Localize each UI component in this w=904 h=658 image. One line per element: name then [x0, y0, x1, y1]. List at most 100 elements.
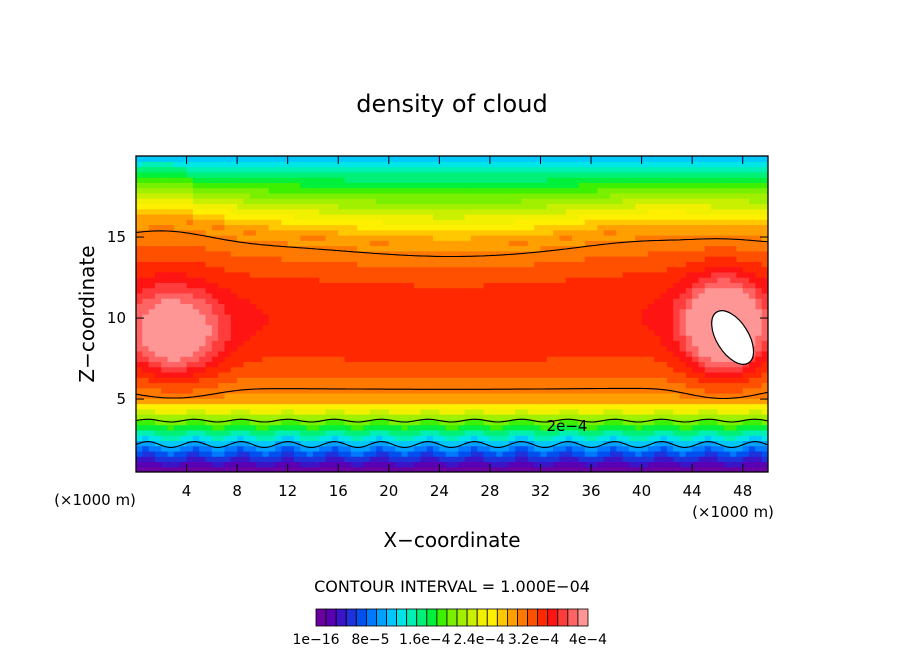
heatmap-cell [572, 314, 579, 320]
heatmap-cell [180, 319, 188, 326]
heatmap-cell [597, 335, 605, 341]
heatmap-cell [369, 203, 377, 210]
heatmap-cell [300, 187, 308, 194]
heatmap-cell [464, 271, 472, 278]
heatmap-cell [154, 435, 162, 441]
heatmap-cell [205, 319, 213, 326]
heatmap-cell [433, 208, 440, 215]
heatmap-cell [167, 403, 175, 410]
heatmap-cell [584, 329, 592, 336]
heatmap-cell [249, 435, 257, 441]
heatmap-cell [199, 240, 207, 247]
heatmap-cell [452, 440, 459, 447]
heatmap-cell [363, 177, 371, 183]
heatmap-cell [641, 256, 649, 262]
heatmap-cell [369, 182, 377, 189]
heatmap-cell [622, 240, 630, 247]
heatmap-cell [546, 177, 554, 183]
heatmap-cell [395, 203, 403, 210]
heatmap-cell [388, 424, 396, 431]
heatmap-cell [508, 261, 516, 268]
heatmap-cell [350, 435, 358, 441]
heatmap-cell [414, 261, 421, 268]
heatmap-cell [249, 256, 257, 262]
heatmap-cell [565, 461, 573, 468]
heatmap-cell [363, 429, 371, 436]
heatmap-cell [616, 424, 624, 431]
heatmap-cell [357, 366, 365, 373]
heatmap-cell [496, 277, 504, 283]
heatmap-cell [426, 219, 434, 226]
heatmap-cell [173, 245, 181, 252]
heatmap-cell [369, 419, 377, 426]
heatmap-cell [275, 156, 282, 162]
heatmap-cell [186, 314, 194, 320]
heatmap-cell [136, 292, 143, 299]
heatmap-cell [167, 261, 175, 268]
heatmap-cell [521, 461, 529, 468]
heatmap-cell [300, 213, 308, 220]
heatmap-cell [281, 235, 289, 241]
heatmap-cell [591, 198, 598, 204]
heatmap-cell [439, 329, 447, 336]
heatmap-cell [565, 419, 573, 426]
heatmap-cell [578, 329, 586, 336]
heatmap-cell [344, 303, 352, 310]
heatmap-cell [312, 461, 320, 468]
heatmap-cell [325, 393, 333, 399]
heatmap-cell [395, 319, 403, 326]
heatmap-cell [363, 203, 371, 210]
heatmap-cell [161, 350, 169, 357]
heatmap-cell [319, 435, 327, 441]
heatmap-cell [628, 324, 636, 331]
heatmap-cell [496, 371, 504, 378]
heatmap-cell [616, 335, 624, 341]
heatmap-cell [256, 366, 263, 373]
heatmap-cell [167, 240, 175, 247]
heatmap-cell [224, 361, 232, 368]
heatmap-cell [148, 350, 156, 357]
heatmap-cell [300, 429, 308, 436]
heatmap-cell [527, 466, 535, 472]
heatmap-cell [287, 450, 295, 457]
heatmap-cell [161, 335, 169, 341]
heatmap-cell [647, 466, 655, 472]
heatmap-cell [521, 419, 529, 426]
heatmap-cell [281, 166, 289, 173]
heatmap-cell [395, 240, 403, 247]
heatmap-cell [559, 271, 567, 278]
heatmap-cell [154, 171, 162, 178]
heatmap-cell [553, 250, 561, 257]
heatmap-cell [148, 182, 156, 189]
heatmap-cell [331, 292, 339, 299]
heatmap-cell [148, 298, 156, 305]
heatmap-cell [414, 456, 421, 463]
heatmap-cell [445, 198, 453, 204]
heatmap-cell [401, 271, 409, 278]
heatmap-cell [312, 224, 320, 231]
heatmap-cell [148, 345, 156, 352]
heatmap-cell [363, 366, 371, 373]
heatmap-cell [262, 450, 270, 457]
heatmap-cell [300, 224, 308, 231]
heatmap-cell [363, 182, 371, 189]
heatmap-cell [407, 187, 415, 194]
heatmap-cell [470, 387, 478, 394]
heatmap-cell [173, 445, 181, 452]
heatmap-cell [647, 403, 655, 410]
heatmap-cell [534, 177, 542, 183]
heatmap-cell [275, 461, 282, 468]
heatmap-cell [464, 450, 472, 457]
heatmap-cell [382, 235, 390, 241]
heatmap-cell [407, 213, 415, 220]
heatmap-cell [470, 177, 478, 183]
heatmap-cell [483, 256, 491, 262]
heatmap-cell [205, 350, 213, 357]
heatmap-cell [312, 393, 320, 399]
heatmap-cell [256, 466, 263, 472]
heatmap-cell [275, 171, 282, 178]
heatmap-cell [312, 319, 320, 326]
heatmap-cell [249, 314, 257, 320]
heatmap-cell [540, 350, 548, 357]
heatmap-cell [515, 377, 523, 384]
